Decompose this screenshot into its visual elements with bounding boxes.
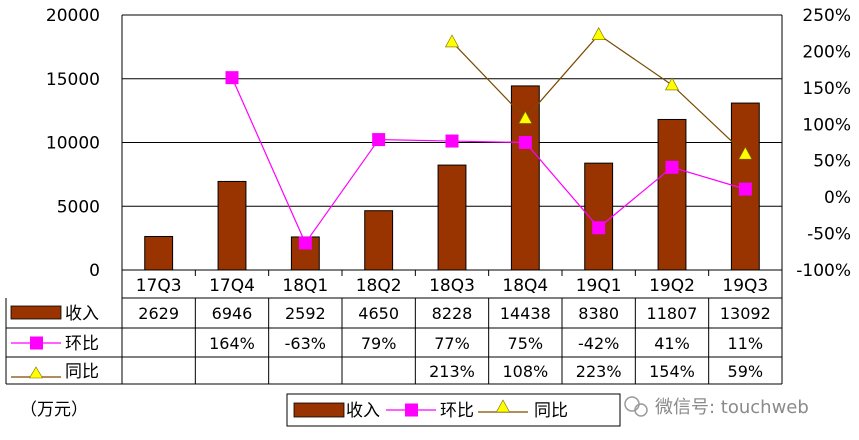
- mom-marker: [445, 134, 459, 148]
- category-label: 19Q1: [576, 276, 622, 296]
- table-cell: 13092: [720, 304, 771, 323]
- table-cell: 41%: [654, 334, 690, 353]
- category-label: 17Q4: [209, 276, 255, 296]
- right-tick-label: -100%: [796, 261, 851, 281]
- mom-marker: [738, 182, 752, 196]
- row-header-label: 收入: [65, 304, 99, 324]
- yoy-marker: [664, 77, 680, 91]
- row-key-revenue-swatch: [10, 305, 62, 320]
- yoy-marker: [738, 146, 753, 160]
- revenue-bar: [144, 235, 174, 271]
- category-label: 19Q2: [649, 276, 695, 296]
- mom-marker: [518, 136, 532, 149]
- row-header-label: 同比: [65, 362, 99, 382]
- row-key-yoy-marker: [28, 366, 44, 379]
- yoy-marker: [444, 34, 460, 48]
- table-cell: 77%: [434, 334, 470, 353]
- left-tick-label: 0: [89, 261, 100, 281]
- table-cell: 75%: [508, 334, 544, 353]
- category-label: 18Q3: [429, 276, 475, 296]
- right-tick-label: 0%: [824, 188, 851, 208]
- table-cell: -42%: [578, 334, 619, 353]
- revenue-bar: [657, 118, 687, 271]
- legend-swatch-revenue: [293, 402, 345, 418]
- table-cell: 8380: [578, 304, 619, 323]
- right-tick-label: -50%: [807, 225, 851, 245]
- yoy-marker: [518, 110, 533, 124]
- table-cell: 11%: [728, 334, 764, 353]
- table-cell: 2629: [138, 304, 179, 323]
- unit-label: （万元）: [20, 400, 88, 420]
- left-tick-label: 10000: [46, 134, 100, 154]
- mom-marker: [372, 133, 386, 147]
- mom-line: [231, 77, 746, 245]
- category-label: 18Q4: [502, 276, 548, 296]
- right-axis-ticks: -100% -50% 0% 50% 100% 150% 200% 250%: [796, 6, 851, 281]
- table-cell: 108%: [502, 362, 548, 381]
- right-tick-label: 150%: [802, 79, 851, 99]
- right-tick-label: 100%: [802, 115, 851, 135]
- yoy-marker: [591, 27, 606, 40]
- table-cell: 223%: [576, 362, 622, 381]
- table-cell: 6946: [212, 304, 253, 323]
- table-cell: 164%: [209, 334, 255, 353]
- mom-marker: [665, 160, 679, 174]
- watermark-text: 微信号: touchweb: [655, 397, 809, 418]
- revenue-bar: [364, 210, 394, 271]
- table-cell: 4650: [358, 304, 399, 323]
- left-tick-label: 20000: [46, 6, 100, 26]
- table-cell: -63%: [285, 334, 326, 353]
- watermark: 微信号: touchweb: [624, 396, 809, 418]
- category-label: 19Q3: [722, 276, 768, 296]
- legend-marker-yoy: [495, 399, 511, 413]
- right-tick-label: 50%: [813, 152, 851, 172]
- legend-marker-mom: [405, 403, 418, 417]
- table-cell: 59%: [728, 362, 764, 381]
- table-cell: 8228: [432, 304, 473, 323]
- category-label: 17Q3: [136, 276, 182, 296]
- table-cell: 11807: [647, 304, 698, 323]
- wechat-icon: [624, 396, 640, 412]
- mom-marker: [225, 71, 239, 85]
- row-key-mom-marker: [30, 336, 43, 350]
- legend: 收入 环比 同比: [286, 393, 621, 427]
- row-header-label: 环比: [65, 334, 99, 354]
- table-cell: 2592: [285, 304, 326, 323]
- table-cell: 154%: [649, 362, 695, 381]
- ratio-lines: [225, 27, 753, 250]
- data-table: 17Q3 17Q4 18Q1 18Q2 18Q3 18Q4 19Q1 19Q2 19Q3 收入环比…: [5, 270, 783, 385]
- left-tick-label: 15000: [46, 70, 100, 90]
- revenue-bar: [437, 164, 467, 271]
- legend-label-revenue: 收入: [346, 401, 380, 421]
- wechat-icon-bubble: [634, 403, 648, 417]
- left-tick-label: 5000: [57, 197, 100, 217]
- mom-marker: [298, 236, 312, 250]
- table-cell: 79%: [361, 334, 397, 353]
- category-label: 18Q1: [282, 276, 328, 296]
- revenue-bar: [217, 180, 247, 271]
- revenue-bars: [144, 85, 760, 271]
- right-tick-label: 200%: [802, 42, 851, 62]
- legend-label-mom: 环比: [440, 401, 474, 421]
- legend-label-yoy: 同比: [534, 401, 568, 421]
- left-axis-ticks: 0 5000 10000 15000 20000: [46, 6, 100, 281]
- right-tick-label: 250%: [802, 6, 851, 26]
- table-cell: 213%: [429, 362, 475, 381]
- category-label: 18Q2: [356, 276, 402, 296]
- mom-marker: [592, 221, 606, 235]
- table-cell: 14438: [500, 304, 551, 323]
- yoy-line: [451, 33, 746, 155]
